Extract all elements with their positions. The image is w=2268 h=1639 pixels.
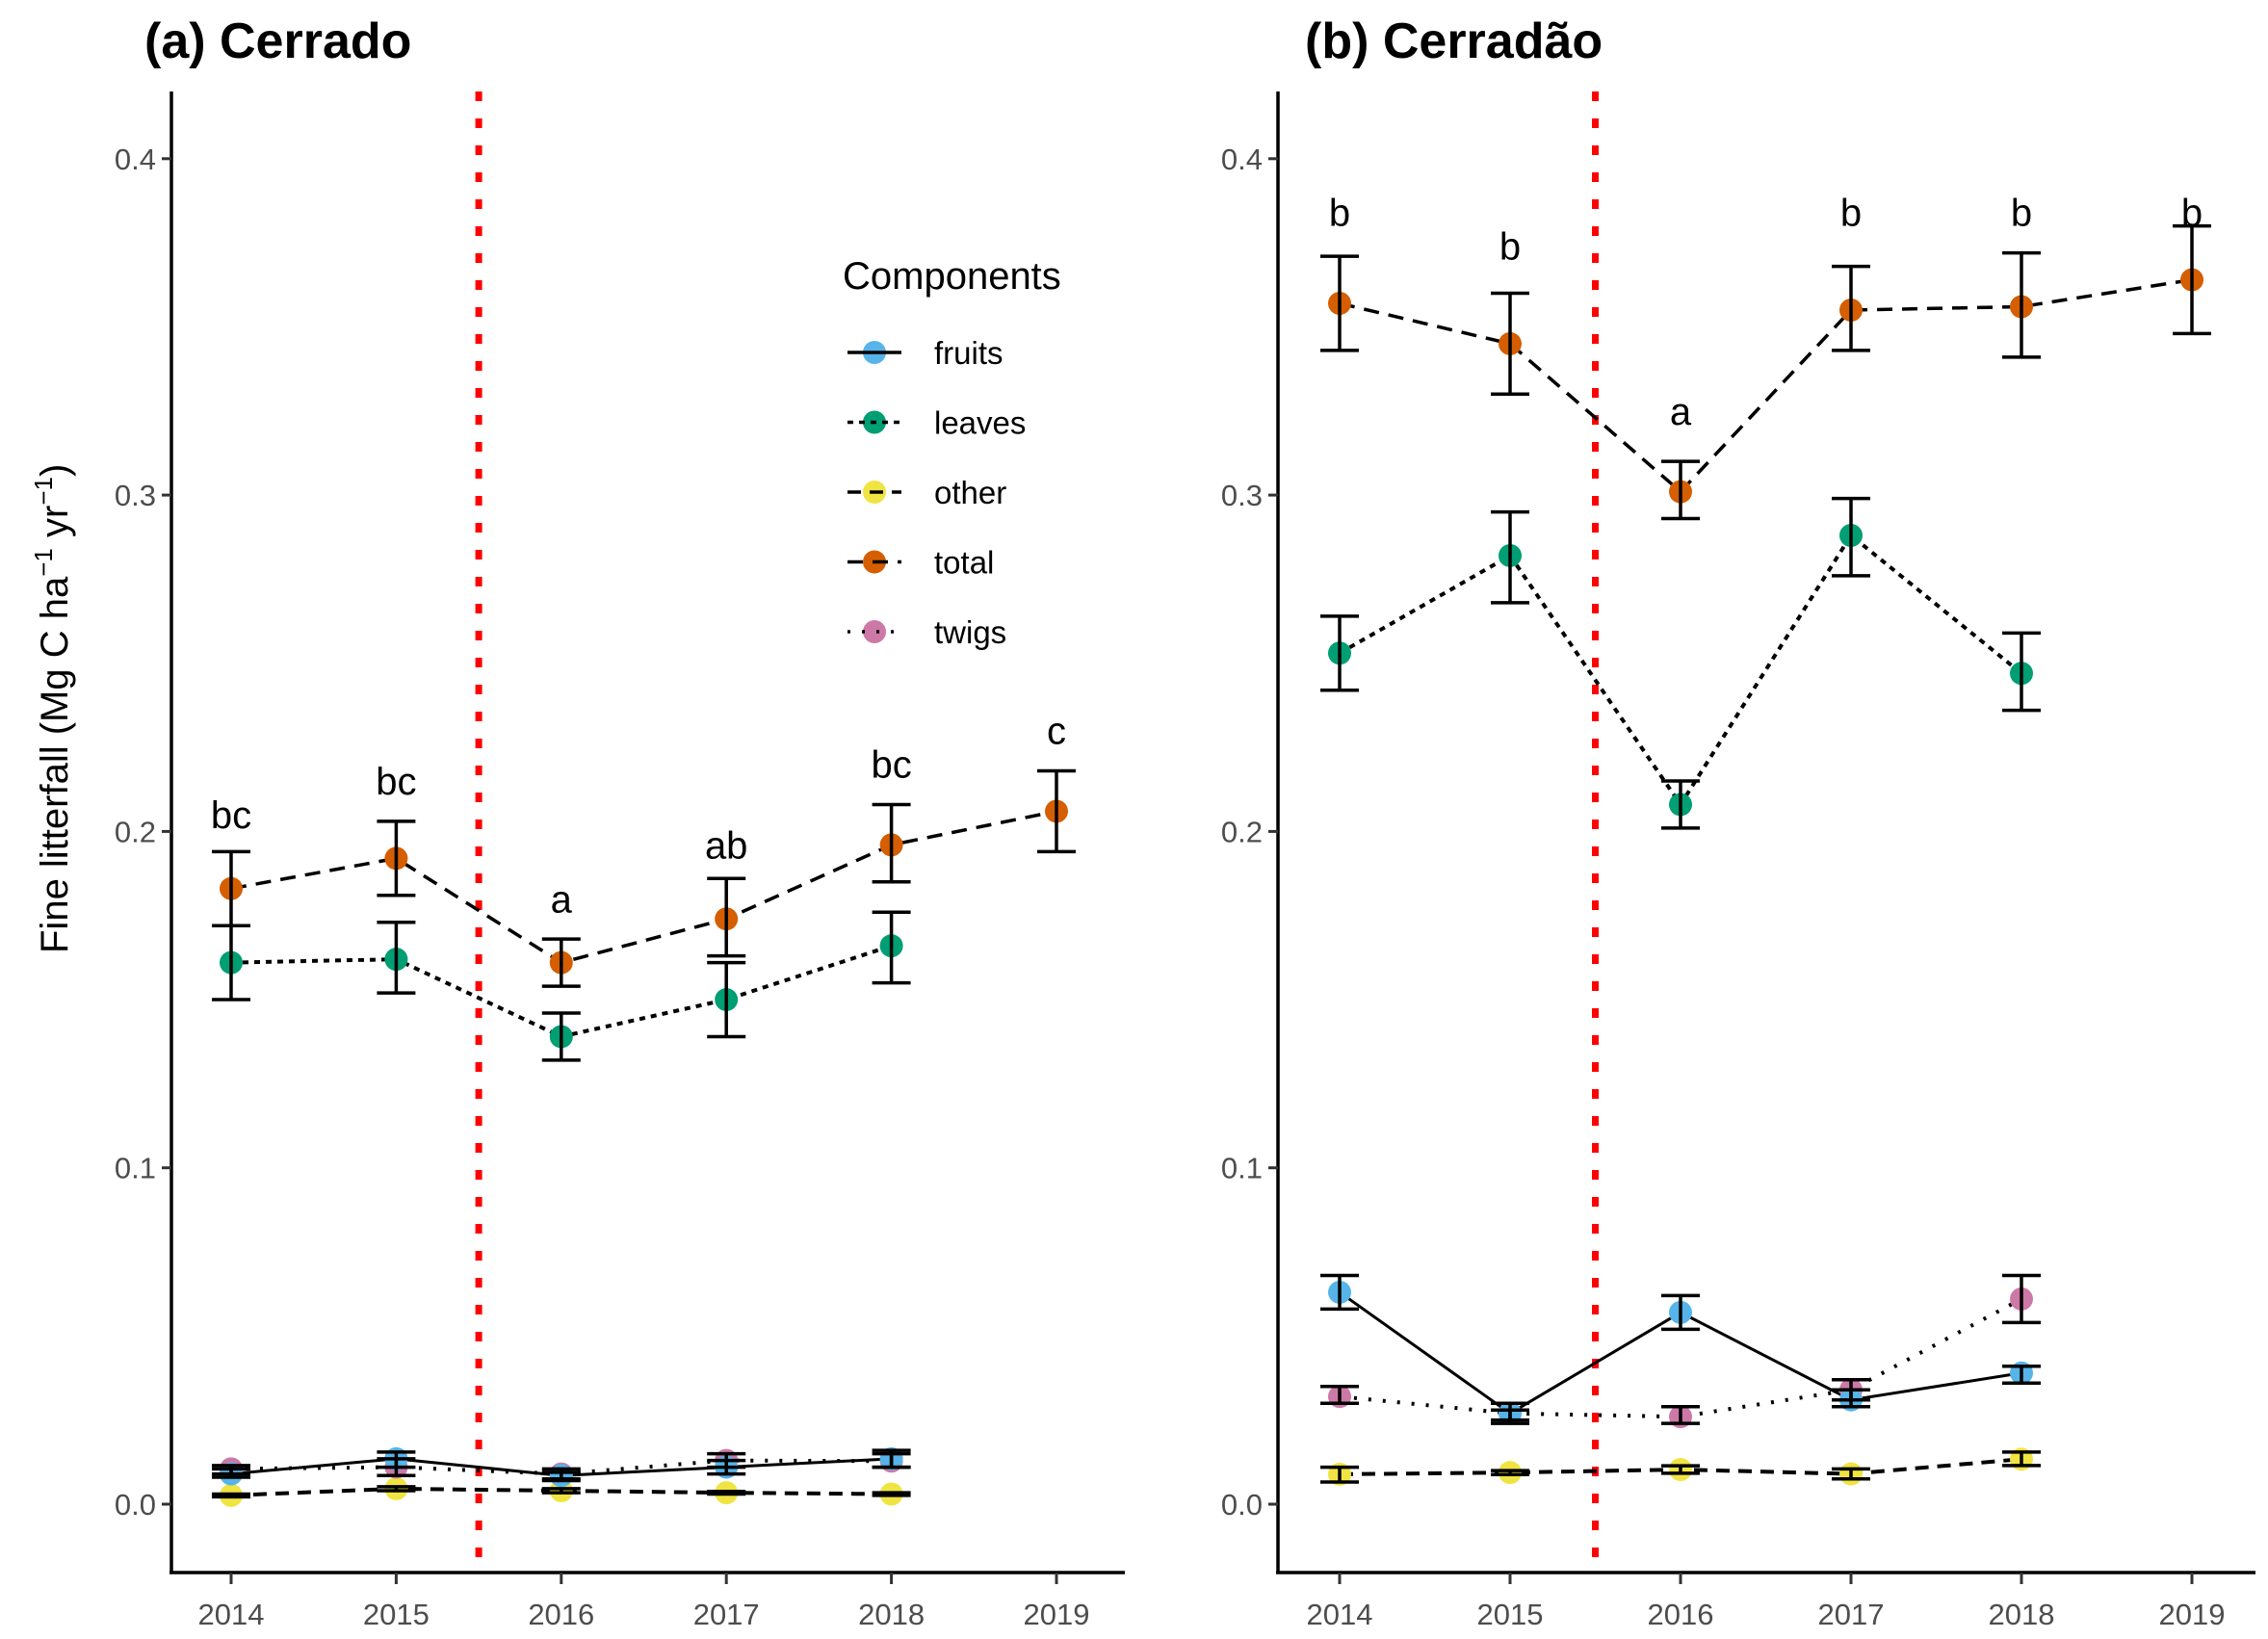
significance-letter: a	[551, 878, 573, 921]
significance-letter: b	[1840, 193, 1862, 235]
legend-label-twigs: twigs	[934, 614, 1006, 650]
y-axis-label: Fine litterfall (Mg C ha−1 yr−1)	[29, 464, 76, 953]
significance-letter: b	[1329, 193, 1350, 235]
legend-item-total: total	[847, 545, 994, 581]
legend-title: Components	[843, 255, 1061, 298]
legend-label-leaves: leaves	[934, 405, 1026, 441]
y-tick-label: 0.0	[1221, 1488, 1263, 1522]
y-tick-label: 0.4	[115, 143, 156, 176]
series-line-leaves	[1339, 533, 2023, 809]
x-tick-label: 2016	[1648, 1598, 1714, 1631]
x-tick-label: 2016	[528, 1598, 594, 1631]
x-tick-label: 2019	[1024, 1598, 1090, 1631]
x-tick-label: 2017	[1818, 1598, 1885, 1631]
significance-letter: b	[1499, 226, 1521, 269]
legend-item-twigs: twigs	[847, 614, 1006, 650]
series-line-twigs	[1339, 1297, 2022, 1419]
series-line-total	[1339, 277, 2193, 495]
significance-letter: c	[1047, 711, 1066, 753]
significance-letter: ab	[705, 824, 748, 867]
x-tick-label: 2014	[1307, 1598, 1373, 1631]
panel-a-cerrado: 0.0 0.1 0.2 0.3 0.4 2014 2015 2016 2017 2018 2019 b…	[115, 91, 1125, 1631]
significance-letter: b	[2181, 193, 2203, 235]
legend: Components fruits leaves other total twigs	[843, 255, 1061, 650]
panel-b-cerradao: 0.0 0.1 0.2 0.3 0.4 2014 2015 2016 2017 2018 2019 b…	[1221, 91, 2255, 1631]
x-tick-label: 2019	[2159, 1598, 2226, 1631]
legend-item-leaves: leaves	[847, 405, 1026, 441]
y-tick-label: 0.4	[1221, 143, 1263, 176]
y-tick-label: 0.2	[115, 815, 156, 848]
x-tick-label: 2014	[198, 1598, 265, 1631]
y-axis-label-end: )	[34, 464, 76, 477]
y-axis-label-main: Fine litterfall (Mg C ha	[34, 576, 76, 953]
x-tick-label: 2015	[363, 1598, 430, 1631]
y-tick-label: 0.1	[115, 1152, 156, 1185]
x-tick-label: 2018	[1989, 1598, 2055, 1631]
y-tick-label: 0.0	[115, 1488, 156, 1522]
panel-b-title: (b) Cerradão	[1305, 13, 1603, 69]
legend-label-fruits: fruits	[934, 335, 1004, 371]
x-tick-label: 2015	[1477, 1598, 1544, 1631]
y-axis-label-sup2: −1	[29, 477, 58, 506]
x-tick-label: 2018	[858, 1598, 925, 1631]
significance-letter: bc	[871, 744, 911, 787]
y-tick-label: 0.3	[115, 479, 156, 512]
legend-item-other: other	[847, 475, 1006, 510]
y-tick-label: 0.3	[1221, 479, 1263, 512]
y-tick-label: 0.2	[1221, 815, 1263, 848]
x-tick-label: 2017	[693, 1598, 760, 1631]
legend-label-other: other	[934, 475, 1006, 510]
significance-letter: a	[1670, 391, 1692, 433]
series-line-twigs	[230, 1458, 892, 1476]
legend-swatch-twigs	[863, 620, 886, 643]
y-axis-label-sup1: −1	[29, 548, 58, 577]
y-axis-label-mid: yr	[34, 506, 76, 548]
y-tick-label: 0.1	[1221, 1152, 1263, 1185]
panel-a-title: (a) Cerrado	[144, 13, 411, 69]
significance-letter: bc	[211, 794, 251, 837]
significance-letter: b	[2011, 193, 2032, 235]
significance-letter: bc	[376, 761, 416, 803]
series-line-total	[230, 809, 1057, 965]
legend-label-total: total	[934, 545, 994, 581]
legend-item-fruits: fruits	[847, 335, 1004, 371]
